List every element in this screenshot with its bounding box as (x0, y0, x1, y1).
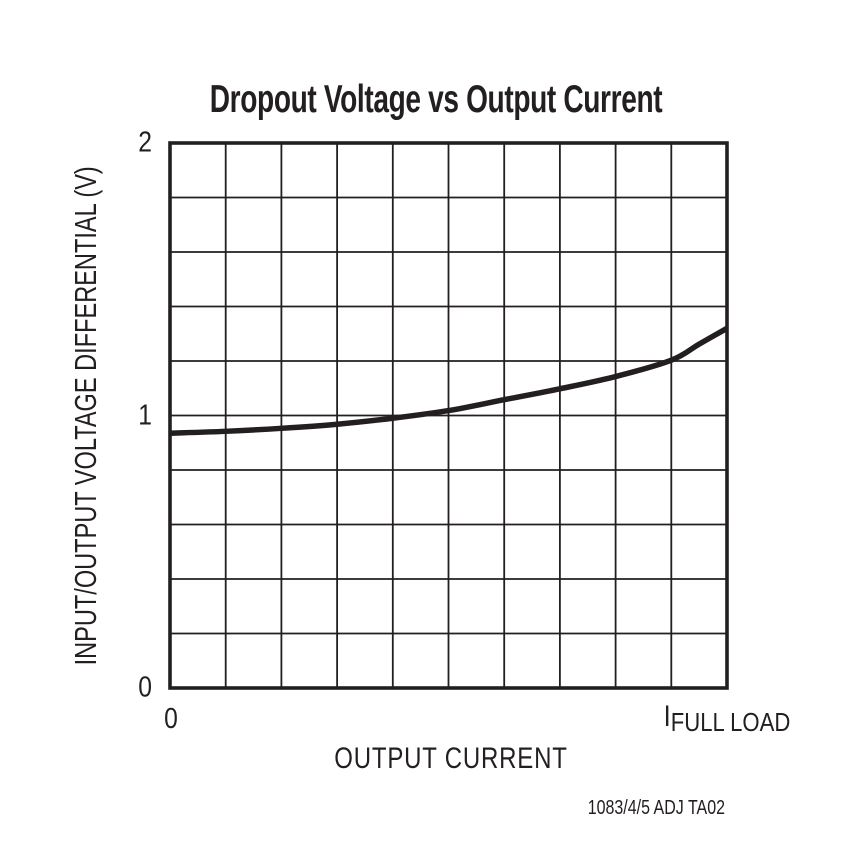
dropout-voltage-curve (169, 325, 729, 436)
figure-code: 1083/4/5 ADJ TA02 (587, 797, 725, 819)
plot-border (168, 141, 729, 690)
x-tick-full-load: IFULL LOAD (663, 700, 791, 736)
x-tick-full-load-symbol: I (663, 700, 671, 733)
y-tick-label: 1 (138, 399, 152, 431)
chart-title: Dropout Voltage vs Output Current (209, 78, 663, 122)
y-tick-label: 2 (138, 126, 152, 159)
x-axis-label: OUTPUT CURRENT (334, 742, 568, 775)
y-tick-label: 0 (138, 671, 152, 704)
x-tick-full-load-subscript: FULL LOAD (670, 707, 791, 737)
x-tick-zero: 0 (164, 703, 178, 735)
